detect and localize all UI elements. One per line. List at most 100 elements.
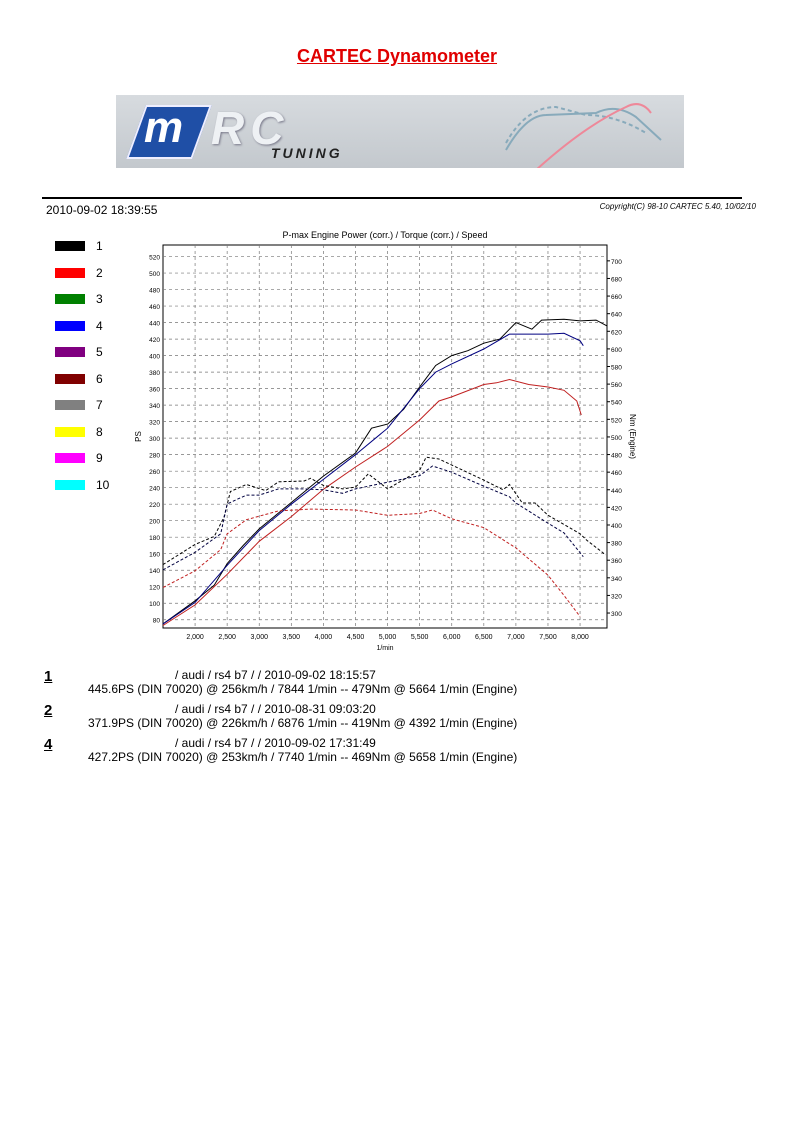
y-tick-label: 440 xyxy=(149,321,160,328)
y2-tick-label: 440 xyxy=(611,488,622,495)
y2-tick-label: 500 xyxy=(611,435,622,442)
legend-item: 6 xyxy=(55,366,109,393)
x-tick-label: 5,000 xyxy=(379,634,397,641)
x-tick-label: 7,000 xyxy=(507,634,525,641)
y-tick-label: 420 xyxy=(149,337,160,344)
legend-label: 4 xyxy=(96,318,103,333)
x-tick-label: 5,500 xyxy=(411,634,429,641)
legend-item: 7 xyxy=(55,392,109,419)
run-info: / audi / rs4 b7 / / 2010-08-31 09:03:20 xyxy=(175,702,376,716)
y2-tick-label: 640 xyxy=(611,312,622,319)
y-tick-label: 220 xyxy=(149,502,160,509)
y-tick-label: 240 xyxy=(149,486,160,493)
y-tick-label: 200 xyxy=(149,519,160,526)
y2-tick-label: 420 xyxy=(611,505,622,512)
x-tick-label: 8,000 xyxy=(571,634,589,641)
logo-graph-decoration xyxy=(505,103,662,168)
legend-item: 8 xyxy=(55,419,109,446)
y2-tick-label: 680 xyxy=(611,276,622,283)
y2-tick-label: 320 xyxy=(611,593,622,600)
results-list: 1 / audi / rs4 b7 / / 2010-09-02 18:15:57… xyxy=(44,668,517,770)
y-tick-label: 400 xyxy=(149,354,160,361)
x-tick-label: 7,500 xyxy=(539,634,557,641)
legend-item: 10 xyxy=(55,472,109,499)
legend-item: 2 xyxy=(55,260,109,287)
x-tick-label: 6,500 xyxy=(475,634,493,641)
series-2-power xyxy=(162,378,582,626)
series-1-torque xyxy=(162,456,607,566)
y-tick-label: 140 xyxy=(149,568,160,575)
legend-label: 1 xyxy=(96,239,103,254)
run-info: / audi / rs4 b7 / / 2010-09-02 18:15:57 xyxy=(175,668,376,682)
legend-label: 2 xyxy=(96,265,103,280)
legend-label: 10 xyxy=(96,477,110,492)
result-row: 4 / audi / rs4 b7 / / 2010-09-02 17:31:49… xyxy=(44,736,517,764)
dyno-chart: P-max Engine Power (corr.) / Torque (cor… xyxy=(134,230,637,652)
logo-letters-rc: RC xyxy=(211,102,290,154)
legend-swatch xyxy=(55,294,85,305)
logo-banner: m RC TUNING xyxy=(116,95,684,168)
x-tick-label: 4,000 xyxy=(315,634,333,641)
x-tick-label: 3,000 xyxy=(250,634,268,641)
y-tick-label: 320 xyxy=(149,420,160,427)
legend-swatch xyxy=(55,347,85,358)
run-number: 4 xyxy=(44,736,53,753)
y2-tick-label: 300 xyxy=(611,611,622,618)
series-4-torque xyxy=(162,465,584,571)
x-tick-label: 2,000 xyxy=(186,634,204,641)
y-tick-label: 160 xyxy=(149,552,160,559)
x-tick-label: 2,500 xyxy=(218,634,236,641)
y2-axis-label: Nm (Engine) xyxy=(628,414,637,459)
y2-tick-label: 340 xyxy=(611,576,622,583)
legend-item: 1 xyxy=(55,233,109,260)
legend-swatch xyxy=(55,479,85,490)
y2-tick-label: 700 xyxy=(611,259,622,266)
y2-tick-label: 600 xyxy=(611,347,622,354)
y-tick-label: 460 xyxy=(149,304,160,311)
legend-swatch xyxy=(55,400,85,411)
legend-swatch xyxy=(55,267,85,278)
x-tick-label: 3,500 xyxy=(283,634,301,641)
legend-label: 8 xyxy=(96,424,103,439)
y2-tick-label: 460 xyxy=(611,470,622,477)
y2-tick-label: 480 xyxy=(611,453,622,460)
y2-tick-label: 560 xyxy=(611,382,622,389)
logo-letter-m: m xyxy=(144,103,184,152)
legend-swatch xyxy=(55,453,85,464)
run-info: / audi / rs4 b7 / / 2010-09-02 17:31:49 xyxy=(175,736,376,750)
series-1-power xyxy=(162,318,608,625)
run-number: 1 xyxy=(44,668,53,685)
legend-label: 6 xyxy=(96,371,103,386)
x-tick-label: 4,500 xyxy=(347,634,365,641)
legend-label: 5 xyxy=(96,345,103,360)
result-row: 2 / audi / rs4 b7 / / 2010-08-31 09:03:20… xyxy=(44,702,517,730)
y-tick-label: 260 xyxy=(149,469,160,476)
run-number: 2 xyxy=(44,702,53,719)
result-row: 1 / audi / rs4 b7 / / 2010-09-02 18:15:57… xyxy=(44,668,517,696)
legend-swatch xyxy=(55,241,85,252)
page-title: CARTEC Dynamometer xyxy=(296,46,498,66)
chart-title: P-max Engine Power (corr.) / Torque (cor… xyxy=(283,230,488,240)
legend-label: 7 xyxy=(96,398,103,413)
y-tick-label: 340 xyxy=(149,403,160,410)
legend-item: 5 xyxy=(55,339,109,366)
run-summary: 445.6PS (DIN 70020) @ 256km/h / 7844 1/m… xyxy=(88,682,518,696)
legend-label: 3 xyxy=(96,292,103,307)
y-tick-label: 480 xyxy=(149,288,160,295)
y-tick-label: 120 xyxy=(149,585,160,592)
y2-tick-label: 360 xyxy=(611,558,622,565)
legend-item: 9 xyxy=(55,445,109,472)
legend-swatch xyxy=(55,426,85,437)
legend-label: 9 xyxy=(96,451,103,466)
divider xyxy=(42,197,742,199)
y2-tick-label: 540 xyxy=(611,400,622,407)
series-4-power xyxy=(162,332,584,625)
y-tick-label: 280 xyxy=(149,453,160,460)
y-tick-label: 80 xyxy=(153,618,161,625)
y2-tick-label: 580 xyxy=(611,365,622,372)
y-tick-label: 360 xyxy=(149,387,160,394)
y2-tick-label: 400 xyxy=(611,523,622,530)
y2-tick-label: 660 xyxy=(611,294,622,301)
legend-item: 3 xyxy=(55,286,109,313)
